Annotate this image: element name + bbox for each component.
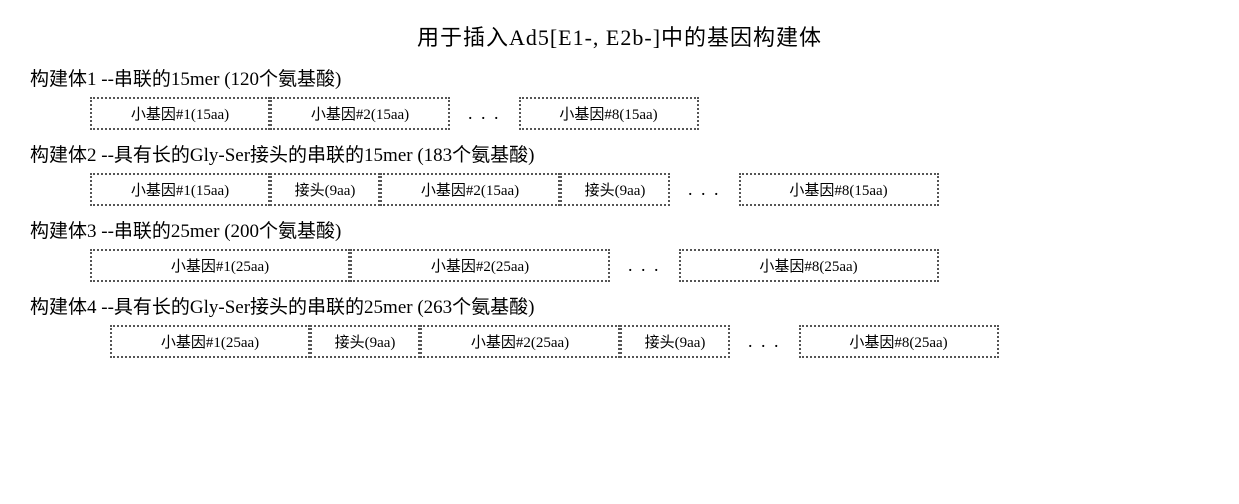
minigene-box: 小基因#8(15aa) (739, 173, 939, 206)
minigene-box: 小基因#2(25aa) (420, 325, 620, 358)
construct-4-label: 构建体4 --具有长的Gly-Ser接头的串联的25mer (263个氨基酸) (30, 292, 1209, 319)
construct-1-label: 构建体1 --串联的15mer (120个氨基酸) (30, 64, 1209, 91)
construct-4-row: 小基因#1(25aa) 接头(9aa) 小基因#2(25aa) 接头(9aa) … (110, 325, 1209, 358)
construct-3-row: 小基因#1(25aa) 小基因#2(25aa) . . . 小基因#8(25aa… (90, 249, 1209, 282)
minigene-box: 小基因#1(25aa) (90, 249, 350, 282)
minigene-box: 小基因#2(15aa) (380, 173, 560, 206)
minigene-box: 小基因#8(25aa) (679, 249, 939, 282)
linker-box: 接头(9aa) (560, 173, 670, 206)
ellipsis: . . . (730, 331, 799, 352)
linker-box: 接头(9aa) (310, 325, 420, 358)
ellipsis: . . . (610, 255, 679, 276)
minigene-box: 小基因#2(15aa) (270, 97, 450, 130)
linker-box: 接头(9aa) (620, 325, 730, 358)
page-title: 用于插入Ad5[E1-, E2b-]中的基因构建体 (30, 20, 1209, 52)
minigene-box: 小基因#1(15aa) (90, 173, 270, 206)
minigene-box: 小基因#1(15aa) (90, 97, 270, 130)
minigene-box: 小基因#8(25aa) (799, 325, 999, 358)
construct-3-label: 构建体3 --串联的25mer (200个氨基酸) (30, 216, 1209, 243)
ellipsis: . . . (450, 103, 519, 124)
construct-2-row: 小基因#1(15aa) 接头(9aa) 小基因#2(15aa) 接头(9aa) … (90, 173, 1209, 206)
minigene-box: 小基因#1(25aa) (110, 325, 310, 358)
construct-1-row: 小基因#1(15aa) 小基因#2(15aa) . . . 小基因#8(15aa… (90, 97, 1209, 130)
minigene-box: 小基因#2(25aa) (350, 249, 610, 282)
ellipsis: . . . (670, 179, 739, 200)
minigene-box: 小基因#8(15aa) (519, 97, 699, 130)
construct-2-label: 构建体2 --具有长的Gly-Ser接头的串联的15mer (183个氨基酸) (30, 140, 1209, 167)
linker-box: 接头(9aa) (270, 173, 380, 206)
